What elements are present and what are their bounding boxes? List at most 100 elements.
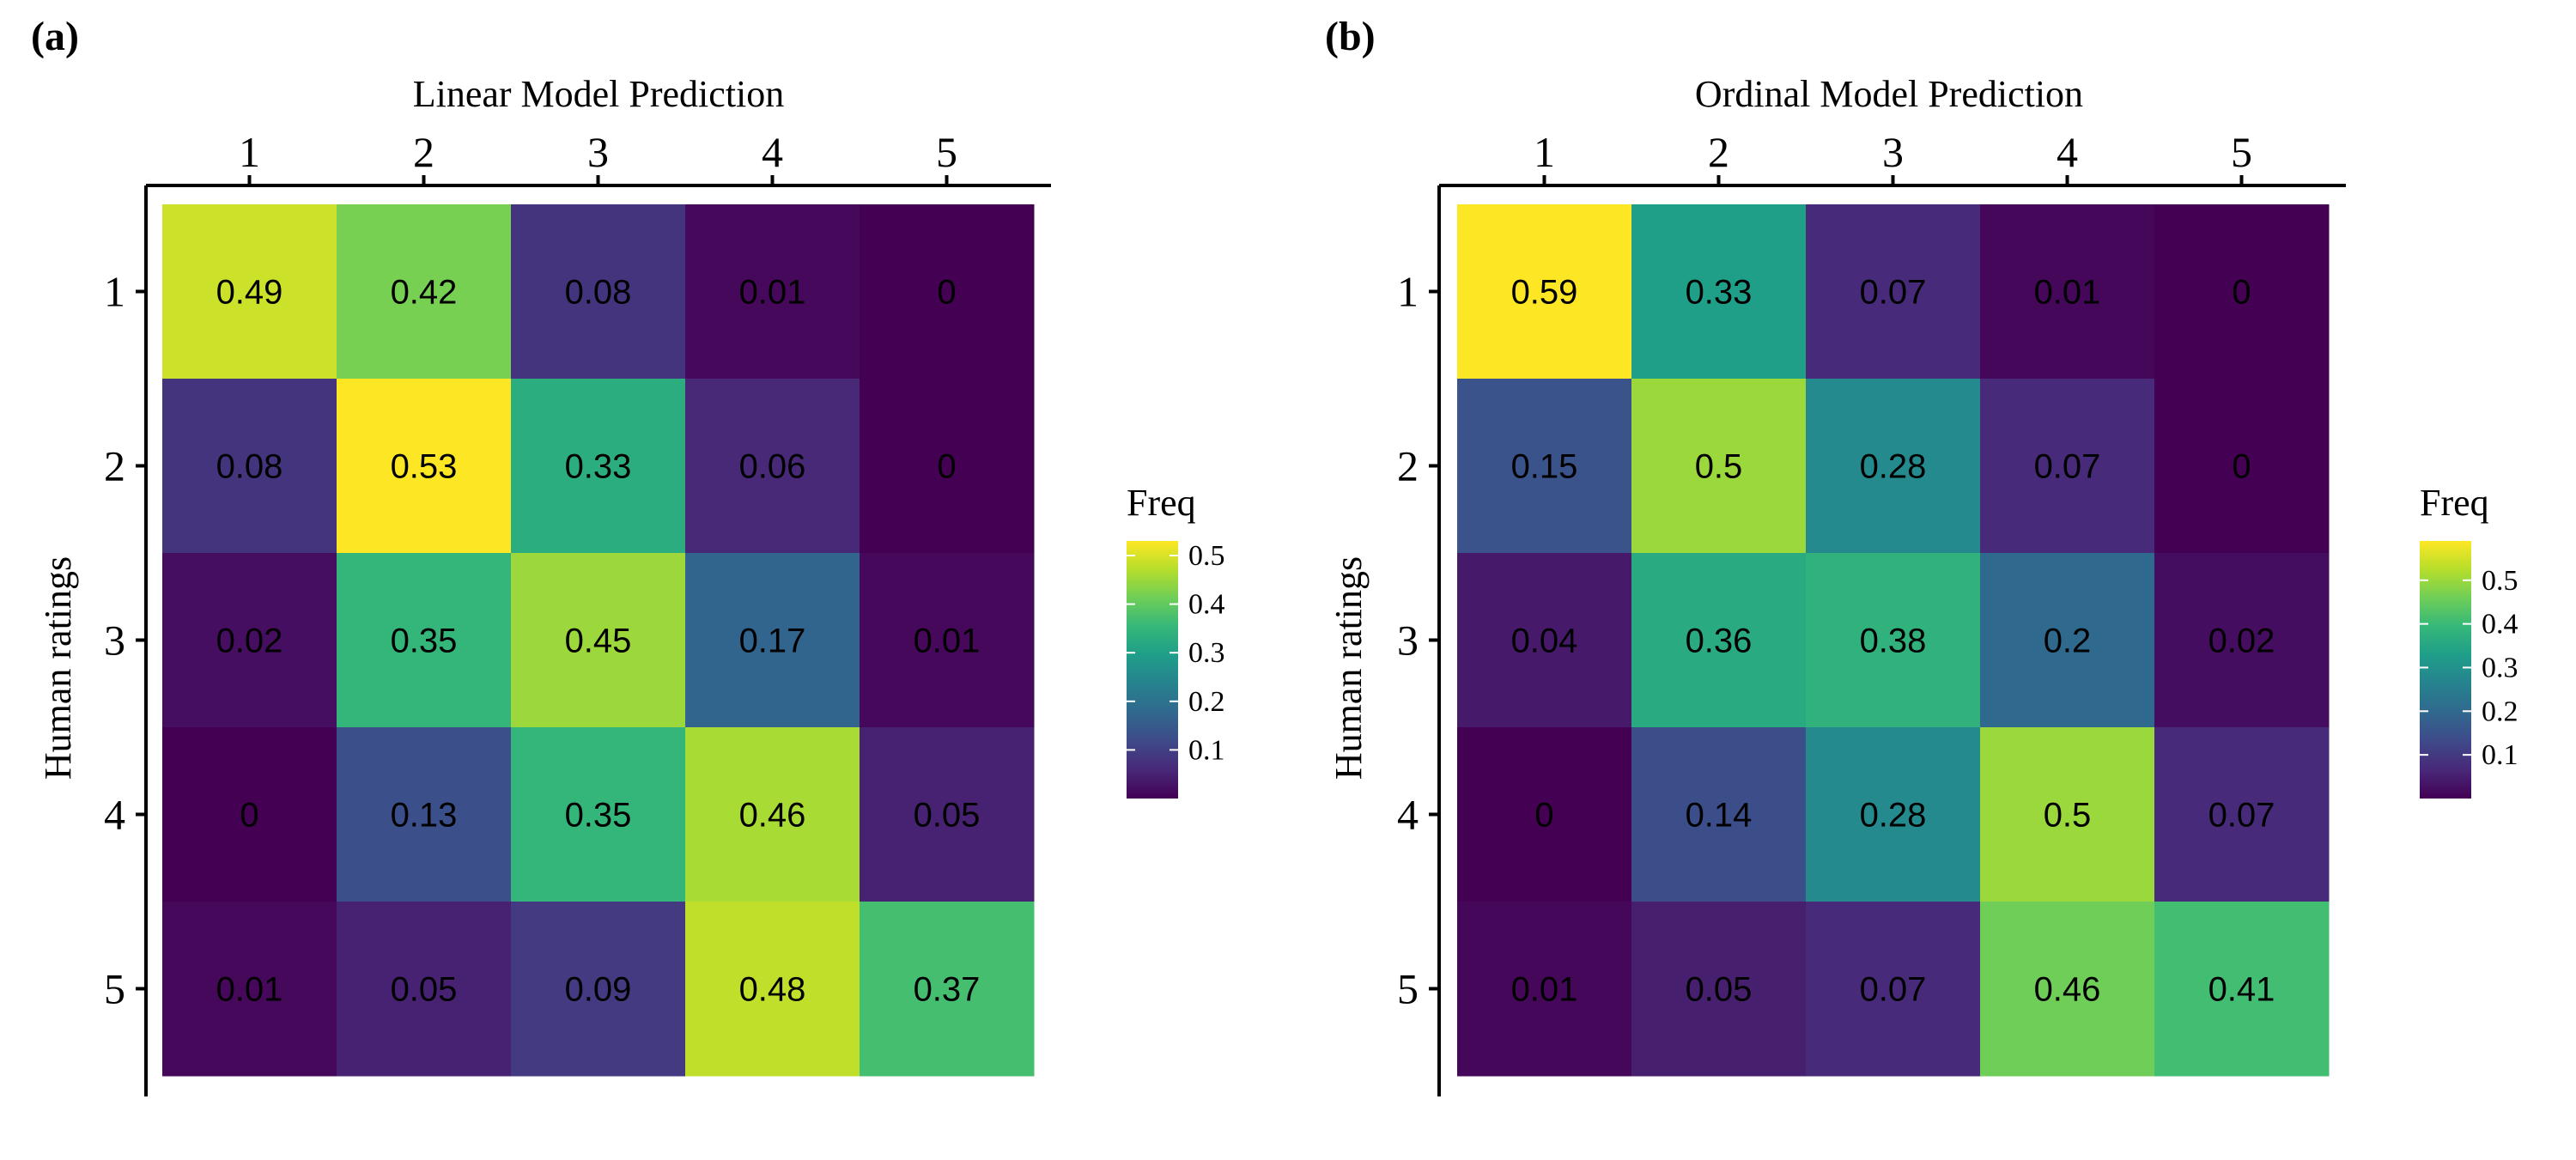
cell-value-label: 0.01 [2034,274,2101,312]
cell-value-label: 0.48 [739,971,806,1009]
x-tick-label: 3 [1882,128,1904,176]
heatmap-cell [685,379,860,554]
heatmap-cell [2154,902,2330,1077]
y-tick-label: 5 [104,965,125,1013]
heatmap-cell [860,727,1035,902]
heatmap-cell [1806,204,1981,380]
cell-value-label: 0.46 [739,797,806,835]
heatmap-cell [2154,204,2330,380]
cell-value-label: 0.07 [2208,797,2275,835]
colorbar-tick-label: 0.4 [1188,589,1225,621]
cell-value-label: 0.53 [391,448,458,486]
panel-b-y-axis-title: Human ratings [1327,556,1370,780]
cell-value-label: 0.15 [1511,448,1578,486]
heatmap-cell [1631,902,1807,1077]
heatmap-cell [685,902,860,1077]
y-tick-label: 1 [1397,268,1419,316]
panel-a-label: (a) [31,14,79,59]
cell-value-label: 0.02 [2208,623,2275,660]
cell-value-label: 0.17 [739,623,806,660]
heatmap-cell [511,379,686,554]
cell-value-label: 0.14 [1686,797,1753,835]
y-tick-label: 4 [1397,791,1419,839]
cell-value-label: 0.35 [565,797,632,835]
panel-b-axes: 1 2 3 4 5 1 2 3 4 5 [1397,128,2346,1096]
cell-value-label: 0 [937,274,956,312]
heatmap-cell [162,204,337,380]
cell-value-label: 0.41 [2208,971,2275,1009]
y-tick-label: 3 [1397,616,1419,665]
cell-value-label: 0.33 [565,448,632,486]
heatmap-cell [511,902,686,1077]
heatmap-cell [1806,727,1981,902]
heatmap-cell [2154,553,2330,728]
y-tick-label: 4 [104,791,125,839]
panel-b-label: (b) [1325,14,1376,59]
cell-value-label: 0.2 [2044,623,2092,660]
x-tick-label: 5 [936,128,957,176]
colorbar-tick-label: 0.3 [1188,637,1225,669]
panel-a-cells [162,204,1035,1077]
cell-value-label: 0.02 [216,623,283,660]
heatmap-cell [1631,379,1807,554]
heatmap-cell [685,727,860,902]
heatmap-cell [1457,204,1632,380]
colorbar-tick-label: 0.5 [2482,565,2518,597]
panel-a-legend-title: Freq [1127,482,1196,524]
heatmap-cell [2154,379,2330,554]
panel-a-legend: Freq 0.1 0.2 0.3 0.4 0.5 [1127,482,1225,799]
heatmap-cell [1806,553,1981,728]
panel-a: (a) Linear Model Prediction Human rating… [31,14,1225,1096]
heatmap-cell [1980,553,2155,728]
heatmap-cell [2154,727,2330,902]
heatmap-cell [162,379,337,554]
cell-value-label: 0 [240,797,258,835]
heatmap-cell [1980,902,2155,1077]
cell-value-label: 0.09 [565,971,632,1009]
cell-value-label: 0.05 [391,971,458,1009]
panel-b-x-axis-title: Ordinal Model Prediction [1695,73,2083,115]
cell-value-label: 0.01 [914,623,981,660]
cell-value-label: 0.33 [1686,274,1753,312]
colorbar-tick-label: 0.5 [1188,540,1225,572]
cell-value-label: 0.08 [216,448,283,486]
cell-value-label: 0.46 [2034,971,2101,1009]
cell-value-label: 0.45 [565,623,632,660]
cell-value-label: 0 [2232,448,2251,486]
heatmap-cell [1457,553,1632,728]
heatmap-cell [860,204,1035,380]
cell-value-label: 0.13 [391,797,458,835]
heatmap-cell [860,902,1035,1077]
colorbar-tick-label: 0.1 [1188,734,1225,766]
colorbar-tick-label: 0.1 [2482,739,2518,771]
colorbar-tick-label: 0.3 [2482,652,2518,683]
heatmap-cell [1457,379,1632,554]
cell-value-label: 0.28 [1860,797,1927,835]
cell-value-label: 0.07 [2034,448,2101,486]
y-tick-label: 5 [1397,965,1419,1013]
heatmap-cell [162,902,337,1077]
cell-value-label: 0.28 [1860,448,1927,486]
cell-value-label: 0.36 [1686,623,1753,660]
heatmap-cell [1806,902,1981,1077]
cell-value-label: 0.01 [739,274,806,312]
panel-a-cell-labels: 0.49 0.42 0.08 0.01 0 0.08 0.53 0.33 0.06 0 0.02 0.… [216,274,981,1009]
heatmap-cell [337,553,512,728]
cell-value-label: 0.05 [1686,971,1753,1009]
x-tick-label: 5 [2231,128,2252,176]
x-tick-label: 3 [587,128,609,176]
panel-a-x-axis-title: Linear Model Prediction [413,73,785,115]
y-tick-label: 2 [104,442,125,490]
cell-value-label: 0.5 [2044,797,2092,835]
cell-value-label: 0.04 [1511,623,1578,660]
heatmap-cell [337,902,512,1077]
heatmap-cell [1980,204,2155,380]
heatmap-cell [1980,727,2155,902]
cell-value-label: 0.05 [914,797,981,835]
heatmap-cell [1631,553,1807,728]
heatmap-cell [685,553,860,728]
cell-value-label: 0.01 [216,971,283,1009]
heatmap-cell [511,727,686,902]
cell-value-label: 0.38 [1860,623,1927,660]
